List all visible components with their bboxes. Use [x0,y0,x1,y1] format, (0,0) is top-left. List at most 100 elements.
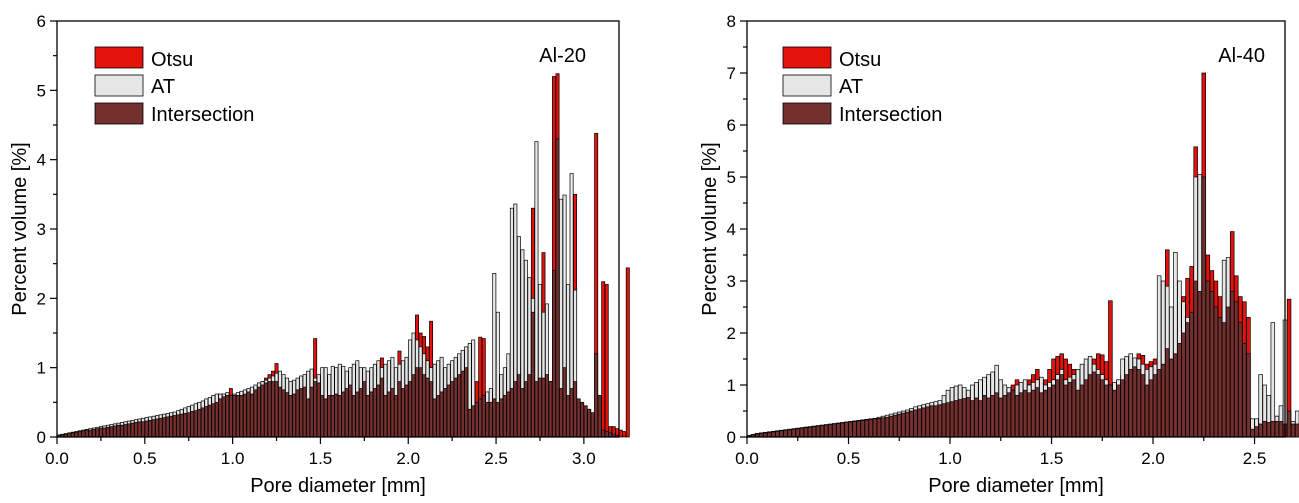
bar-intersection [239,395,244,438]
bar-intersection [172,415,177,438]
y-tick-label: 7 [727,64,736,83]
bar-intersection [775,430,780,438]
bar-intersection [408,381,412,438]
x-tick-label: 0.0 [45,449,69,468]
bar-intersection [214,401,219,438]
bar-intersection [966,397,971,438]
bar-intersection [1290,423,1296,438]
bar-intersection [590,412,595,438]
bar-intersection [990,395,995,438]
bar-intersection [587,408,592,438]
bar-intersection [520,388,525,438]
bar-intersection [783,429,788,438]
bar-intersection [109,426,114,438]
x-tick-label: 2.0 [396,449,420,468]
bar-intersection [576,398,581,438]
bar-intersection [909,410,914,438]
bar-intersection [573,381,578,438]
bar-intersection [1177,343,1182,438]
bar-intersection [453,377,458,438]
bar-intersection [767,431,772,438]
bar-intersection [1026,392,1032,438]
bar-intersection [1124,374,1129,438]
x-tick-label: 2.5 [1243,449,1267,468]
bar-intersection [1031,389,1036,438]
y-tick-label: 3 [37,220,46,239]
bar-intersection [562,367,567,438]
legend-label-at: AT [151,76,175,98]
bar-intersection [1132,366,1138,438]
bar-intersection [1294,423,1299,438]
bar-intersection [495,401,500,438]
bar-intersection [1116,384,1121,438]
bar-intersection [1144,384,1150,438]
bar-intersection [548,381,553,438]
bar-intersection [376,384,381,438]
bar-intersection [474,401,479,438]
bar-intersection [369,391,374,438]
bar-intersection [1002,395,1008,438]
bar-intersection [933,405,939,438]
bar-intersection [95,428,100,438]
bar-intersection [941,403,947,438]
bar-intersection [527,374,532,438]
bar-intersection [1047,387,1052,438]
bar-intersection [190,411,195,438]
bar-intersection [257,386,261,438]
bar-intersection [1039,392,1044,438]
bar-intersection [471,405,476,438]
bar-intersection [74,431,79,438]
bar-intersection [559,388,564,438]
bar-intersection [313,381,318,438]
bar-intersection [815,425,821,438]
bar-intersection [460,370,465,438]
bar-intersection [158,417,163,438]
bar-intersection [601,429,606,438]
bar-intersection [791,428,796,438]
bar-intersection [260,384,265,438]
bar-intersection [779,430,784,438]
bar-intersection [123,424,128,438]
legend: Otsu AT Intersection [782,46,942,126]
bar-intersection [253,389,258,438]
bar-intersection [394,395,398,438]
bar-intersection [795,428,800,438]
bar-intersection [888,415,894,438]
bar-intersection [880,417,886,438]
bar-intersection [306,398,311,438]
bar-intersection [1181,332,1186,438]
bar-intersection [186,412,191,438]
bar-intersection [506,391,511,438]
bar-intersection [884,416,890,438]
bar-intersection [1242,343,1247,438]
bar-intersection [372,388,377,438]
bar-intersection [355,391,360,438]
bar-intersection [362,381,367,438]
bar-intersection [162,417,167,438]
bar-intersection [197,408,202,438]
bar-intersection [141,421,146,438]
y-axis-title: Percent volume [%] [699,142,721,315]
bar-intersection [566,395,571,438]
bar-intersection [844,422,849,438]
bar-intersection [292,393,297,438]
bar-intersection [852,421,857,438]
bar-intersection [913,409,918,438]
bar-intersection [1022,389,1028,438]
bar-otsu [601,281,606,438]
bar-intersection [860,420,865,438]
bar-intersection [330,395,335,438]
legend-label-otsu: Otsu [151,49,193,71]
bar-intersection [1075,389,1081,438]
bar-intersection [961,398,967,438]
bar-intersection [116,424,121,438]
bar-intersection [1217,317,1223,438]
bar-intersection [467,408,472,438]
bar-intersection [383,395,388,438]
y-tick-label: 1 [37,359,46,378]
x-axis-ticks: 0.0 0.5 1.0 1.5 2.0 2.5 [735,437,1266,468]
bar-intersection [316,382,321,438]
bar-intersection [274,381,279,438]
bar-intersection [299,388,304,438]
